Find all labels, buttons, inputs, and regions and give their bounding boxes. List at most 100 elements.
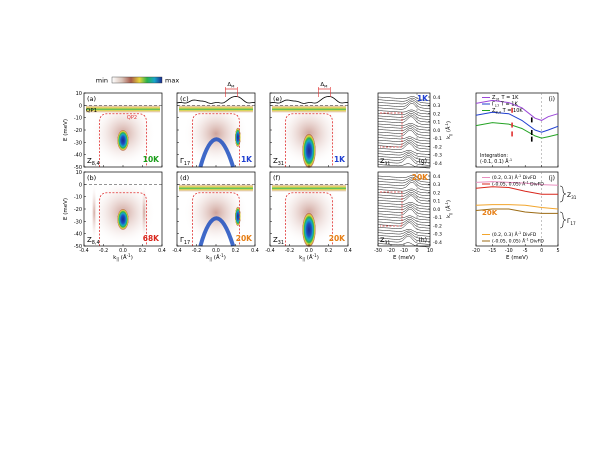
- panel-h-edc-curve: [377, 178, 431, 186]
- legend-j-bottom-entry-tail: DivFD: [529, 239, 545, 245]
- panel-a-tb-contour: [99, 113, 147, 167]
- panel-g-temp: 1K: [417, 94, 429, 103]
- panel-a-qp2: QP2: [127, 115, 137, 121]
- panel-h-ytick-label: 0.3: [433, 182, 440, 188]
- panel-j-letter: (j): [549, 175, 555, 182]
- panel-d-xtick-label: 0.4: [251, 248, 259, 254]
- panel-g-ytick-label: -0.1: [433, 136, 442, 142]
- peak-marker: [511, 131, 513, 137]
- panel-d-letter: (d): [180, 174, 189, 182]
- panel-h-edc-curve: [377, 193, 431, 202]
- series-line: [475, 99, 559, 121]
- panel-f-xlabel: k|| (Å-1): [299, 253, 319, 262]
- panel-d-temp: 20K: [236, 234, 253, 243]
- panel-a-ytick-label: 0: [79, 103, 82, 109]
- panel-d-side-band: [234, 206, 241, 227]
- legend-i-cond: T = 1K: [499, 102, 518, 108]
- panel-h-edc-curve: [377, 195, 431, 205]
- panel-c-mdc-curve: [176, 96, 256, 104]
- legend-i-entry-sub: 8,4: [495, 111, 501, 115]
- panel-e-delta-label-main: Δ: [320, 82, 324, 88]
- panel-j-xtick-label: -5: [523, 248, 528, 254]
- legend-j-top-entry: (0.2, 0.3) Å-1 DivFD: [492, 174, 537, 181]
- panel-d-xtick-label: -0.2: [192, 248, 201, 254]
- panel-g-edc-curve: [377, 155, 431, 163]
- panel-g-ytick-label: 0.4: [433, 95, 440, 101]
- panel-h-edc-curve: [377, 205, 431, 213]
- panel-g-ylabel-unit: (Å: [445, 126, 452, 134]
- panel-b-xlabel-k: k: [113, 255, 117, 261]
- panel-a-ytick-label: -50: [74, 165, 82, 171]
- panel-c-fermi-band: [179, 105, 253, 113]
- panel-d-tb-contour: [192, 192, 240, 246]
- panel-c-delta-label-sub: M: [231, 84, 234, 89]
- panel-b-name-sub: 8,4: [92, 240, 100, 246]
- panel-b-left-band: [91, 183, 98, 243]
- legend-i-entry: Γ17 T = 1K: [492, 102, 518, 109]
- panel-h-edc-curve: [377, 175, 431, 180]
- panel-e-temp: 1K: [334, 155, 346, 164]
- panel-h-edc-curve: [377, 230, 431, 237]
- panel-d: -0.4 -0.2 0.0 0.2 0.4 k|| (Å-1) (d) Γ17 20K: [172, 171, 259, 262]
- group-label-z31: Z31: [567, 192, 577, 200]
- panel-h-ytick-label: 0.2: [433, 190, 440, 196]
- panel-b-xlabel-sup: -1: [127, 253, 131, 258]
- colorbar-max-label: max: [165, 77, 179, 85]
- panel-f-name-sub: 31: [278, 240, 284, 246]
- panel-g-edc-curve: [377, 141, 431, 150]
- panel-a: 10 0 -10 -20 -30 -40 -50 (a) Z8,4 10K QP1 QP2: [74, 91, 163, 171]
- panel-h-ylabel-sub: ||: [449, 213, 453, 215]
- legend-j-top-entry-tail: DivFD: [529, 182, 545, 188]
- panel-b-xlabel: k|| (Å-1): [113, 253, 133, 262]
- panel-f-xlabel-sub: ||: [302, 257, 305, 262]
- series-line: [475, 204, 559, 210]
- panel-g-ytick-label: 0.0: [433, 128, 440, 134]
- panel-h-edc-curve: [377, 182, 431, 191]
- group-label-g17-main: Γ: [567, 218, 571, 225]
- panel-b-name-main: Z: [87, 236, 92, 244]
- ylabel-bottom: E (meV): [63, 198, 69, 220]
- panel-e-name: Z31: [273, 157, 284, 167]
- panel-g-edc-curve: [377, 149, 431, 155]
- legend-i-entry-sub: 31: [495, 98, 499, 102]
- panel-h-edc-curve: [377, 228, 431, 234]
- panel-g-ylabel-k: k: [446, 136, 452, 139]
- panel-c-temp: 1K: [241, 155, 253, 164]
- panel-e-tb-contour: [285, 113, 333, 167]
- panel-b-xtick-label: -0.2: [99, 248, 108, 254]
- panel-g-edc-curve: [377, 143, 431, 153]
- panel-g-edc-curve: [377, 156, 431, 166]
- colorbar-min-label: min: [96, 77, 108, 85]
- panel-g-edc-curve: [377, 163, 431, 169]
- group-label-z31-main: Z: [567, 192, 571, 199]
- panel-b-xtick-label: -0.4: [79, 248, 88, 254]
- panel-h-ylabel-k: k: [446, 215, 452, 218]
- panel-g-name-sub: 31: [384, 161, 390, 167]
- panel-c-side-band: [234, 127, 241, 148]
- panel-a-ytick-label: -40: [74, 153, 82, 159]
- panel-g-edc-curve: [377, 129, 431, 139]
- panel-g: 0.4 0.3 0.2 0.1 0.0 -0.1 -0.2 -0.3 -0.4 k|| (Å-1)…: [377, 92, 453, 169]
- panel-h-edc-curve: [377, 235, 431, 245]
- panel-c-delta-label: ΔM: [227, 82, 234, 89]
- panel-h-edc-curve: [377, 207, 431, 215]
- panel-h-ylabel-sup: -1: [445, 202, 449, 206]
- panel-d-xtick-label: 0.0: [212, 248, 220, 254]
- panel-b-right-band: [141, 183, 148, 243]
- panel-h-letter: (h): [419, 237, 427, 244]
- panel-g-ytick-label: 0.2: [433, 111, 440, 117]
- panel-g-ylabel-close: ): [446, 121, 452, 123]
- panel-c-delta-label-main: Δ: [227, 82, 231, 88]
- panel-h-name: Z31: [380, 236, 390, 246]
- panel-b-ytick-label: 10: [76, 170, 82, 176]
- panel-b-xtick-label: 0.4: [158, 248, 166, 254]
- panel-b-xtick-label: 0.2: [139, 248, 147, 254]
- legend-i-entry: Z31 T = 1K: [492, 95, 519, 102]
- peak-marker: [530, 129, 533, 135]
- panel-h-edc-curve: [377, 242, 431, 248]
- panel-b-temp: 68K: [143, 234, 160, 243]
- panel-h-edc-curve: [377, 208, 431, 218]
- legend-j-bottom-entry: (0.2, 0.3) Å-1 DivFD: [492, 231, 537, 238]
- panel-h-edc-curve: [377, 218, 431, 226]
- panel-f-xlabel-sup: -1: [313, 253, 317, 258]
